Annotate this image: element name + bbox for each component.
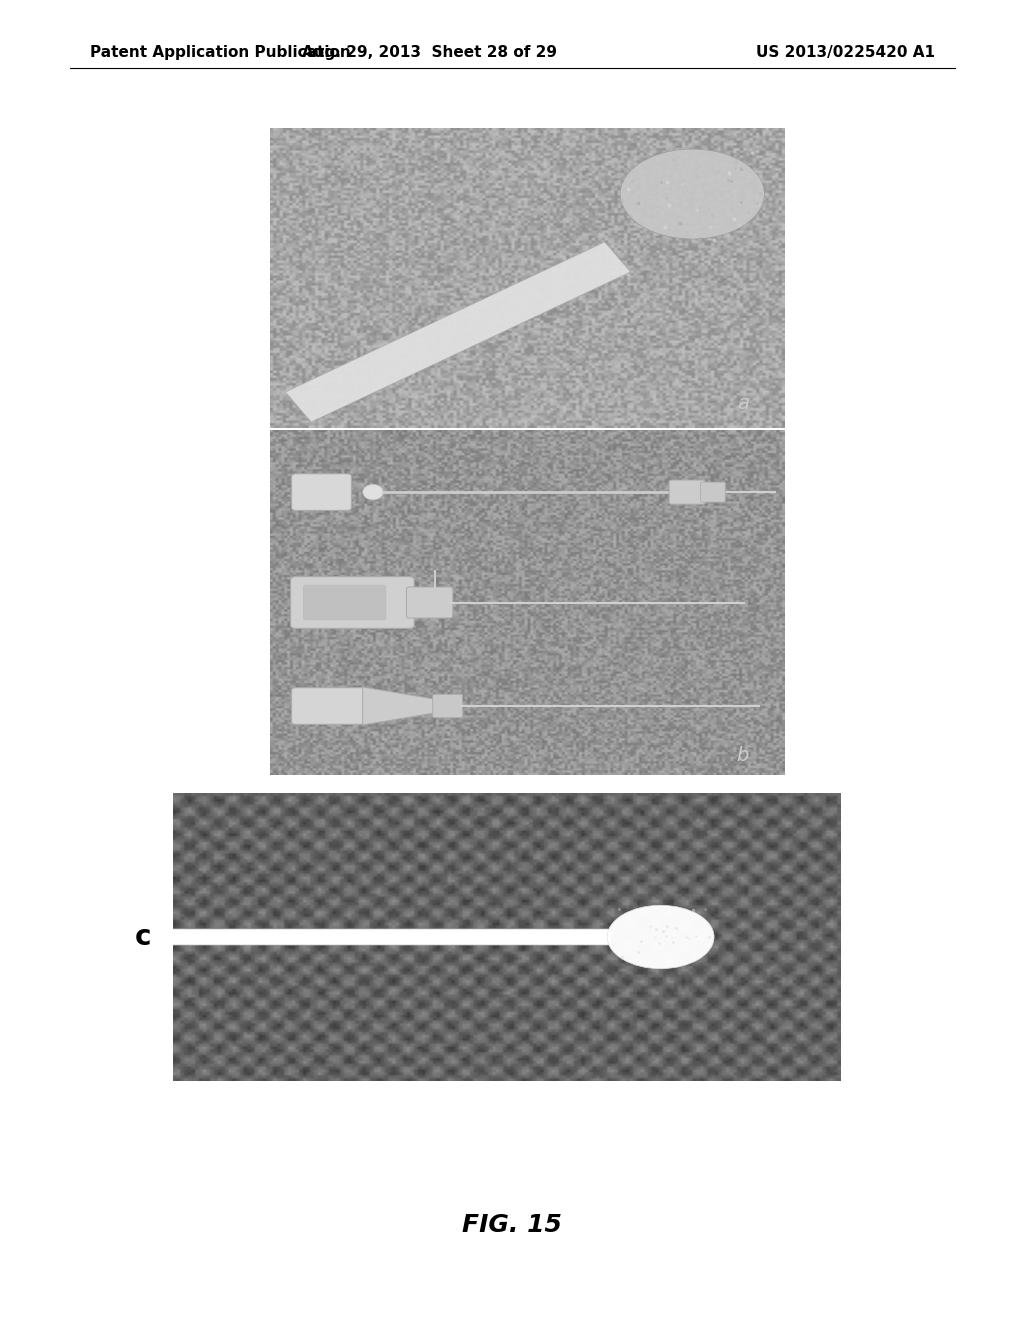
Ellipse shape [621,149,764,239]
Text: Patent Application Publication: Patent Application Publication [90,45,351,59]
FancyBboxPatch shape [170,929,610,945]
Text: a: a [737,393,749,413]
FancyBboxPatch shape [700,482,725,502]
Text: US 2013/0225420 A1: US 2013/0225420 A1 [756,45,935,59]
FancyBboxPatch shape [433,694,463,718]
Text: FIG. 15: FIG. 15 [462,1213,562,1237]
Text: Aug. 29, 2013  Sheet 28 of 29: Aug. 29, 2013 Sheet 28 of 29 [302,45,557,59]
FancyBboxPatch shape [292,688,367,725]
FancyBboxPatch shape [407,587,453,618]
Text: c: c [135,923,152,950]
Polygon shape [362,686,435,725]
FancyBboxPatch shape [292,474,351,511]
Ellipse shape [362,484,383,500]
FancyBboxPatch shape [303,585,386,620]
Ellipse shape [607,906,714,969]
FancyBboxPatch shape [291,577,414,628]
FancyBboxPatch shape [669,480,706,504]
Polygon shape [286,242,631,422]
Text: b: b [736,746,749,764]
